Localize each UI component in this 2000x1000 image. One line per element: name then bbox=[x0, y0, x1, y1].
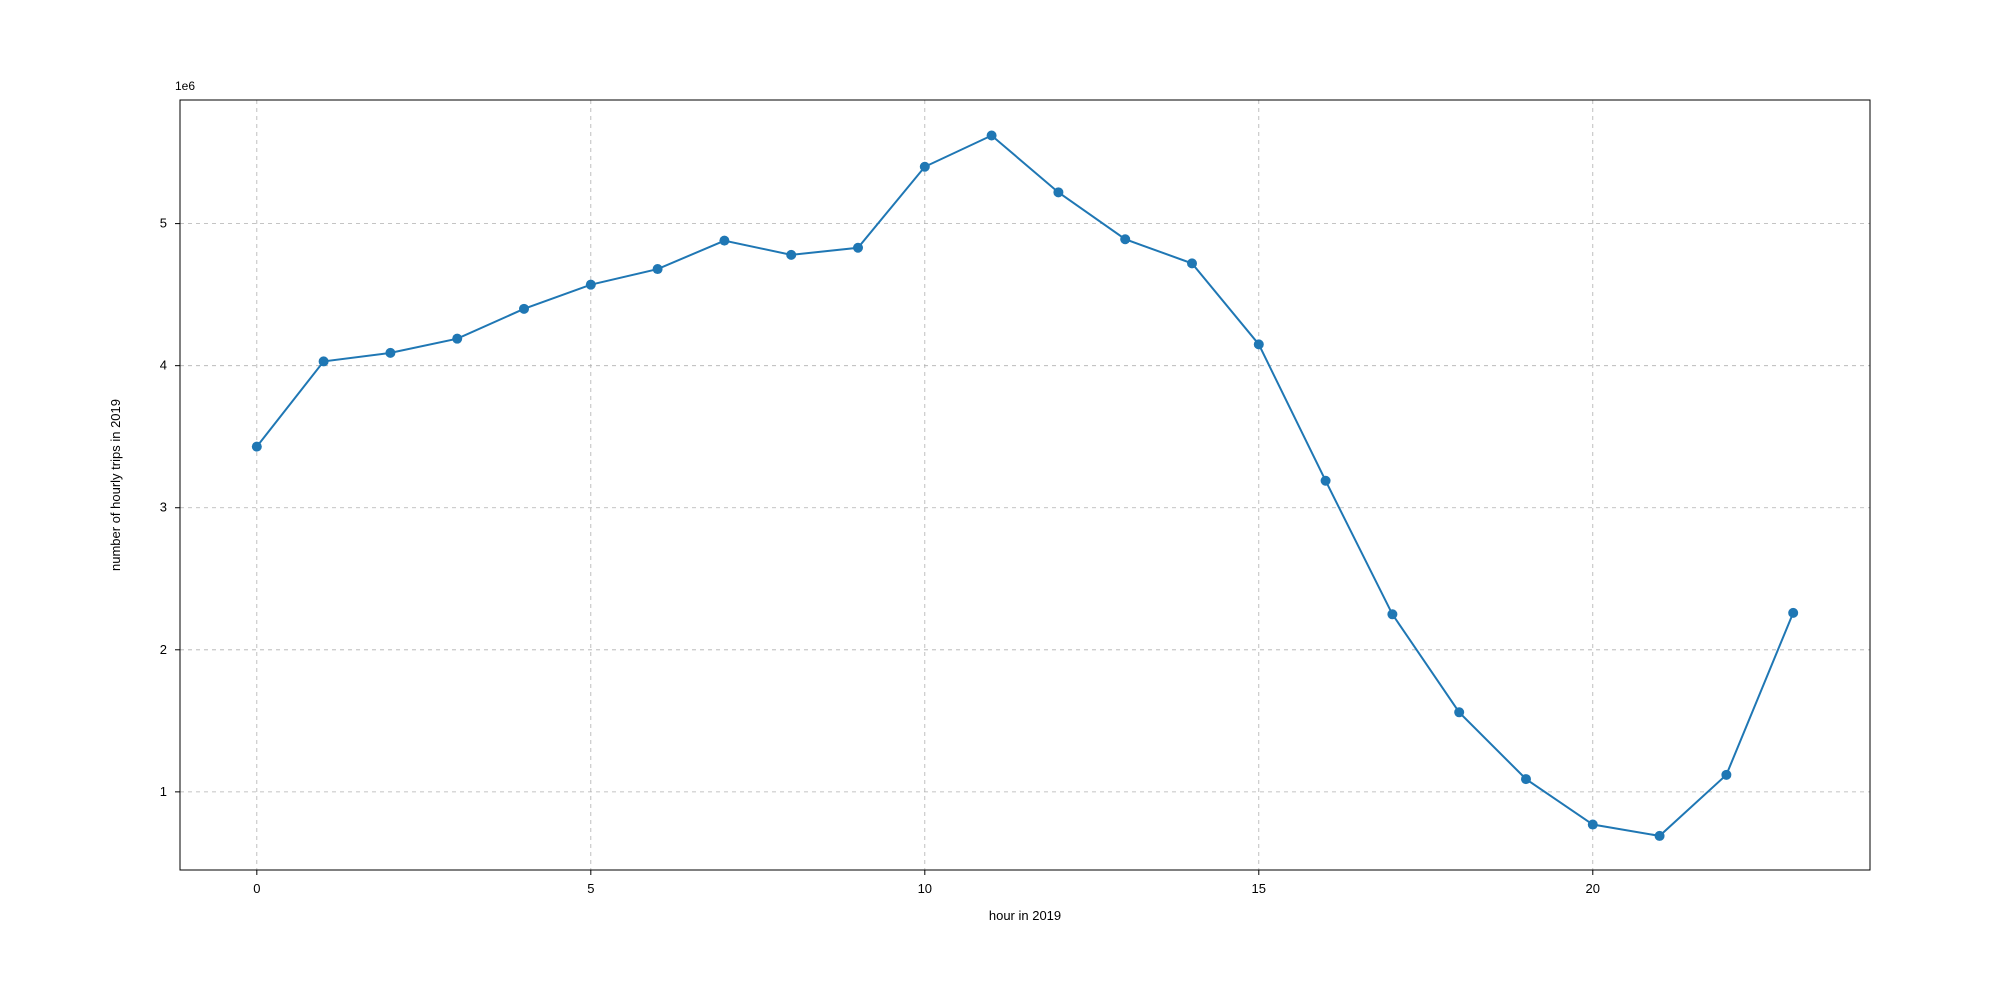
y-axis-label: number of hourly trips in 2019 bbox=[108, 399, 123, 571]
data-marker bbox=[1187, 258, 1197, 268]
line-chart: 0 5 10 15 20 1 2 3 4 5 1e6 hour in 2019 number of ho… bbox=[0, 0, 2000, 1000]
data-marker bbox=[252, 442, 262, 452]
y-tick-label: 4 bbox=[160, 358, 167, 373]
y-tick-label: 5 bbox=[160, 216, 167, 231]
x-tick-label: 15 bbox=[1252, 881, 1266, 896]
data-marker bbox=[1588, 820, 1598, 830]
x-tick-label: 5 bbox=[587, 881, 594, 896]
data-marker bbox=[920, 162, 930, 172]
data-marker bbox=[853, 243, 863, 253]
data-marker bbox=[319, 356, 329, 366]
data-marker bbox=[1521, 774, 1531, 784]
y-tick-label: 1 bbox=[160, 784, 167, 799]
y-exponent-label: 1e6 bbox=[175, 79, 195, 93]
data-marker bbox=[1254, 339, 1264, 349]
data-marker bbox=[519, 304, 529, 314]
x-tick-label: 20 bbox=[1586, 881, 1600, 896]
data-marker bbox=[653, 264, 663, 274]
y-tick-label: 2 bbox=[160, 642, 167, 657]
x-tick-label: 0 bbox=[253, 881, 260, 896]
data-marker bbox=[1655, 831, 1665, 841]
data-marker bbox=[719, 236, 729, 246]
data-marker bbox=[1788, 608, 1798, 618]
data-marker bbox=[1053, 187, 1063, 197]
data-marker bbox=[1387, 609, 1397, 619]
y-tick-label: 3 bbox=[160, 500, 167, 515]
x-axis-label: hour in 2019 bbox=[989, 908, 1061, 923]
data-marker bbox=[987, 131, 997, 141]
x-tick-label: 10 bbox=[918, 881, 932, 896]
data-marker bbox=[385, 348, 395, 358]
chart-container: 0 5 10 15 20 1 2 3 4 5 1e6 hour in 2019 number of ho… bbox=[0, 0, 2000, 1000]
data-marker bbox=[1721, 770, 1731, 780]
data-marker bbox=[1120, 234, 1130, 244]
data-marker bbox=[1454, 707, 1464, 717]
data-marker bbox=[452, 334, 462, 344]
data-marker bbox=[586, 280, 596, 290]
data-marker bbox=[786, 250, 796, 260]
data-marker bbox=[1321, 476, 1331, 486]
